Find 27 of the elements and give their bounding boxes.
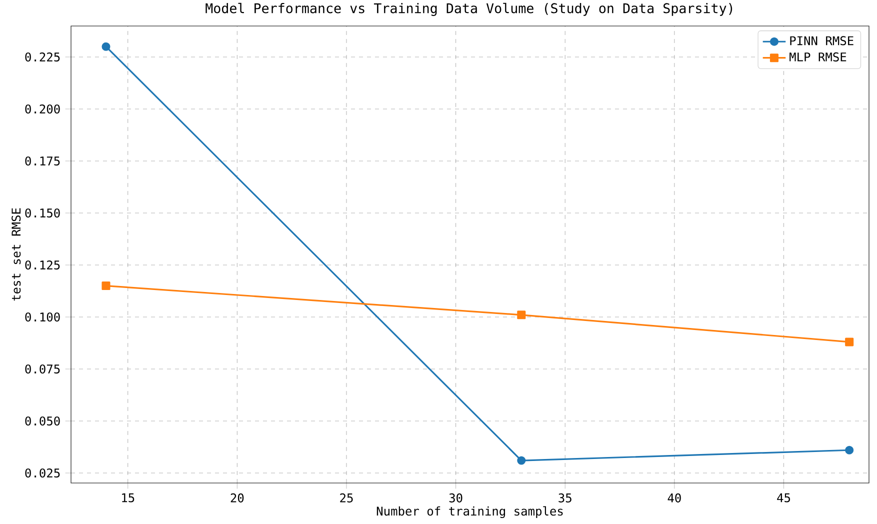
y-tick-label: 0.075 bbox=[25, 364, 60, 374]
y-tick-label: 0.125 bbox=[25, 260, 60, 270]
x-axis-title: Number of training samples bbox=[376, 506, 563, 518]
y-tick-label: 0.175 bbox=[25, 156, 60, 166]
x-tick-label: 30 bbox=[449, 493, 462, 502]
y-tick-label: 0.200 bbox=[25, 104, 60, 114]
x-tick-label: 40 bbox=[668, 493, 681, 502]
x-tick-label: 35 bbox=[558, 493, 572, 502]
y-tick-label: 0.150 bbox=[25, 208, 60, 218]
point bbox=[845, 338, 854, 346]
x-tick-label: 25 bbox=[340, 493, 353, 502]
y-axis-title: test set RMSE bbox=[12, 208, 21, 301]
point bbox=[845, 446, 854, 454]
x-tick-label: 15 bbox=[122, 493, 134, 502]
y-tick-label: 0.225 bbox=[25, 52, 60, 62]
point bbox=[517, 456, 526, 465]
legend-label: PINN RMSE bbox=[790, 36, 854, 46]
point bbox=[102, 282, 110, 290]
legend-label: MLP RMSE bbox=[790, 52, 846, 62]
y-tick-label: 0.100 bbox=[25, 312, 60, 322]
y-tick-label: 0.025 bbox=[25, 468, 60, 478]
y-tick-label: 0.050 bbox=[25, 416, 60, 426]
chart-title: Model Performance vs Training Data Volume (Study on Data Sparsity) bbox=[206, 2, 732, 16]
x-tick-label: 20 bbox=[230, 493, 244, 502]
x-tick-label: 45 bbox=[777, 493, 790, 502]
point bbox=[517, 310, 526, 320]
point bbox=[102, 42, 110, 51]
